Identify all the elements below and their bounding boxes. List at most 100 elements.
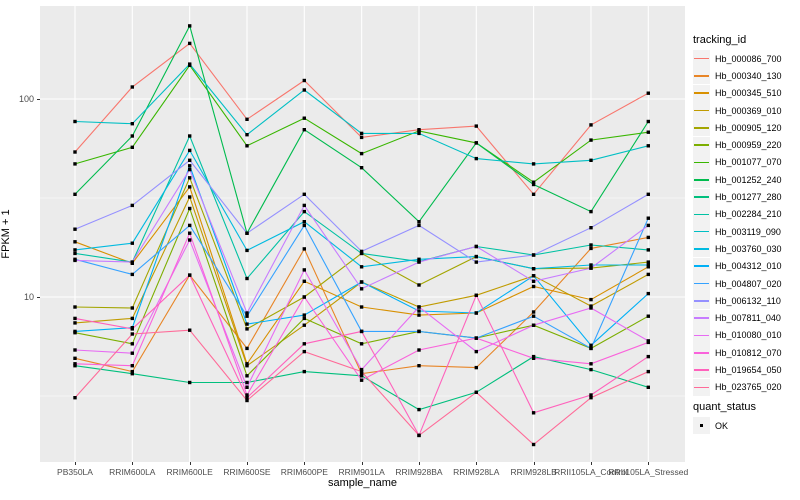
legend-item: Hb_000086_700 bbox=[693, 50, 799, 68]
data-point-Hb_001077_070 bbox=[245, 144, 249, 148]
data-point-Hb_000959_220 bbox=[302, 316, 306, 321]
data-point-Hb_019654_050 bbox=[130, 327, 134, 331]
data-point-Hb_007811_040 bbox=[646, 223, 650, 228]
data-point-Hb_002284_210 bbox=[245, 276, 249, 281]
legend-key-line bbox=[694, 196, 709, 198]
data-point-Hb_001277_280 bbox=[589, 367, 593, 372]
data-point-Hb_003760_030 bbox=[302, 220, 306, 224]
data-point-Hb_006132_110 bbox=[130, 203, 134, 208]
data-point-Hb_004312_010 bbox=[245, 322, 249, 326]
x-axis-title: sample_name bbox=[327, 477, 398, 489]
data-point-Hb_004807_020 bbox=[245, 314, 249, 318]
data-point-Hb_000959_220 bbox=[359, 342, 364, 346]
data-point-Hb_000369_010 bbox=[589, 304, 593, 308]
data-point-Hb_001077_070 bbox=[302, 116, 306, 120]
legend-item-label: Hb_019654_050 bbox=[715, 364, 782, 375]
data-point-Hb_000340_130 bbox=[589, 246, 593, 251]
data-point-Hb_002284_210 bbox=[589, 243, 593, 247]
legend-item: Hb_000959_220 bbox=[693, 136, 799, 154]
legend-key-line bbox=[694, 230, 709, 233]
data-point-Hb_006132_110 bbox=[531, 253, 536, 257]
data-point-Hb_000340_130 bbox=[417, 364, 421, 368]
data-point-Hb_002284_210 bbox=[188, 134, 192, 138]
data-point-Hb_001077_070 bbox=[589, 138, 593, 142]
data-point-Hb_000340_130 bbox=[73, 356, 77, 360]
data-point-Hb_000086_700 bbox=[531, 192, 536, 196]
data-point-Hb_000369_010 bbox=[188, 195, 192, 199]
data-point-Hb_006132_110 bbox=[245, 231, 249, 235]
x-tick-mark bbox=[132, 462, 134, 465]
legend-key bbox=[693, 240, 710, 258]
quant-ok-square-marker bbox=[699, 423, 704, 428]
legend-key-line bbox=[694, 317, 709, 319]
legend-item: Hb_001077_070 bbox=[693, 153, 799, 171]
legend-key-line bbox=[694, 282, 709, 285]
legend-item-label: Hb_000905_120 bbox=[715, 122, 782, 133]
data-point-Hb_000086_700 bbox=[130, 85, 134, 89]
data-point-Hb_004312_010 bbox=[188, 164, 192, 168]
data-point-Hb_000345_510 bbox=[73, 240, 77, 244]
legend-item-label: Hb_001277_280 bbox=[715, 192, 782, 203]
data-point-Hb_006132_110 bbox=[302, 192, 306, 196]
data-point-Hb_003760_030 bbox=[474, 254, 478, 259]
data-point-Hb_007811_040 bbox=[417, 260, 421, 264]
data-point-Hb_010080_010 bbox=[302, 268, 306, 272]
data-point-Hb_003760_030 bbox=[417, 257, 421, 261]
legend-item-label: Hb_000340_130 bbox=[715, 70, 782, 81]
y-tick-mark bbox=[37, 99, 40, 100]
data-point-Hb_000369_010 bbox=[73, 321, 77, 325]
data-point-Hb_010812_070 bbox=[302, 295, 306, 299]
legend-title-quant: quant_status bbox=[693, 400, 756, 413]
data-point-Hb_019654_050 bbox=[531, 411, 536, 415]
data-point-Hb_006132_110 bbox=[589, 226, 593, 230]
data-point-Hb_004312_010 bbox=[646, 291, 650, 296]
x-tick-label: RRIM600PE bbox=[280, 467, 328, 477]
legend-item-label: Hb_001077_070 bbox=[715, 157, 782, 168]
data-point-Hb_003119_090 bbox=[130, 122, 134, 126]
legend-item-label: Hb_003760_030 bbox=[715, 243, 782, 254]
data-point-Hb_007811_040 bbox=[589, 266, 593, 270]
x-tick-label: RRIM928LB bbox=[510, 467, 557, 477]
legend-key-line bbox=[694, 351, 709, 354]
data-point-Hb_004312_010 bbox=[531, 274, 536, 278]
data-point-Hb_000905_120 bbox=[417, 283, 421, 287]
legend-key bbox=[693, 67, 710, 85]
data-point-Hb_000340_130 bbox=[359, 372, 364, 376]
legend-item: Hb_007811_040 bbox=[693, 309, 799, 327]
legend-key bbox=[693, 188, 710, 206]
data-point-Hb_010080_010 bbox=[589, 306, 593, 310]
legend-key bbox=[693, 205, 710, 223]
data-point-Hb_001277_280 bbox=[417, 407, 421, 412]
legend-key-line bbox=[694, 109, 709, 112]
data-point-Hb_007811_040 bbox=[531, 279, 536, 283]
data-point-Hb_019654_050 bbox=[245, 396, 249, 400]
x-tick-label: RRII105LA_Stressed bbox=[608, 467, 689, 477]
legend-key-line bbox=[694, 75, 709, 77]
legend-key bbox=[693, 102, 710, 120]
legend-item-label: Hb_006132_110 bbox=[715, 295, 781, 306]
legend-item: Hb_003760_030 bbox=[693, 240, 799, 258]
data-point-Hb_000959_220 bbox=[188, 206, 192, 211]
data-point-Hb_007811_040 bbox=[188, 167, 192, 172]
data-point-Hb_001252_240 bbox=[474, 141, 478, 145]
data-point-Hb_000369_010 bbox=[302, 323, 306, 327]
data-point-Hb_010812_070 bbox=[417, 348, 421, 352]
data-point-Hb_003119_090 bbox=[188, 62, 192, 66]
data-point-Hb_010812_070 bbox=[589, 362, 593, 366]
data-point-Hb_023765_020 bbox=[589, 396, 593, 400]
data-point-Hb_001277_280 bbox=[359, 374, 364, 378]
legend-key bbox=[693, 84, 710, 102]
legend-key bbox=[693, 153, 710, 171]
legend-key bbox=[693, 344, 710, 362]
legend-key-line bbox=[694, 213, 709, 216]
x-tick-mark bbox=[304, 462, 306, 465]
legend-title-tracking: tracking_id bbox=[693, 34, 747, 46]
legend-item-label: Hb_010812_070 bbox=[715, 347, 782, 358]
legend-key-line bbox=[694, 386, 709, 389]
y-axis-title: FPKM + 1 bbox=[0, 209, 12, 259]
data-point-Hb_004807_020 bbox=[531, 314, 536, 318]
legend-key-line bbox=[694, 265, 709, 268]
data-point-Hb_000086_700 bbox=[245, 117, 249, 121]
legend-item-label: Hb_004807_020 bbox=[715, 278, 782, 289]
data-point-Hb_007811_040 bbox=[302, 203, 306, 208]
